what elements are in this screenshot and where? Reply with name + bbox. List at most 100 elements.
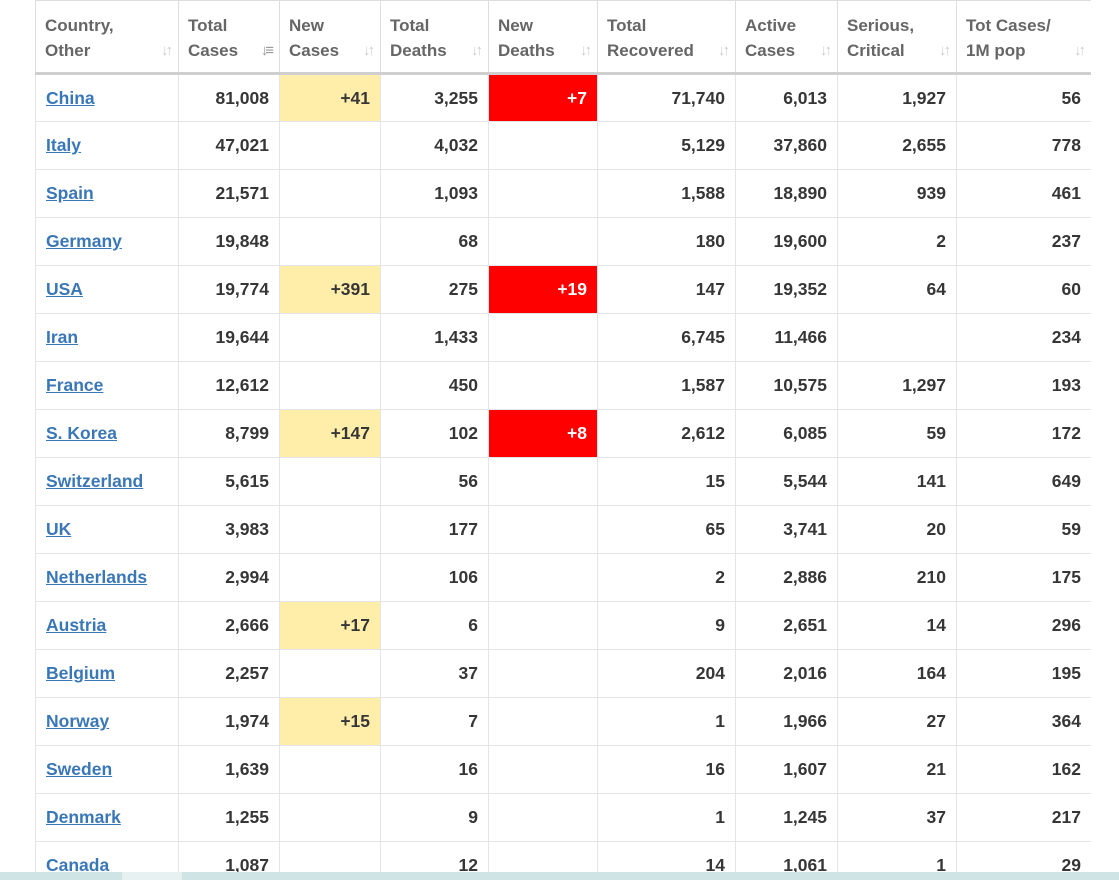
cell-new-deaths [488,361,598,410]
col-header-serious-critical[interactable]: Serious, Critical ↓↑ [837,0,957,75]
cell-serious-critical: 1,927 [837,73,957,122]
table-row: Sweden 1,639 16 16 1,607 21 162 [35,745,1091,794]
col-header-total-recovered[interactable]: Total Recovered ↓↑ [597,0,736,75]
country-link[interactable]: UK [46,519,72,539]
table-row: Canada 1,087 12 14 1,061 1 29 [35,841,1091,872]
col-header-new-deaths[interactable]: New Deaths ↓↑ [488,0,598,75]
country-link[interactable]: Germany [46,231,122,251]
cell-total-cases: 47,021 [178,121,280,170]
sort-icon[interactable]: ↓↑ [1074,42,1086,59]
country-link[interactable]: USA [46,279,83,299]
covid-table-container: Country, Other ↓↑ Total Cases ↓≡ New Cas… [35,0,1091,872]
col-header-total-cases[interactable]: Total Cases ↓≡ [178,0,280,75]
cell-total-cases: 2,994 [178,553,280,602]
cell-total-cases: 1,974 [178,697,280,746]
header-label: Critical [847,41,905,60]
sort-icon[interactable]: ↓↑ [820,42,832,59]
col-header-new-cases[interactable]: New Cases ↓↑ [279,0,381,75]
country-link[interactable]: Netherlands [46,567,148,587]
cell-new-cases: +17 [279,601,381,650]
cell-total-recovered: 15 [597,457,736,506]
country-link[interactable]: Canada [46,855,110,872]
cell-cases-per-1m: 649 [956,457,1091,506]
cell-total-deaths: 1,093 [380,169,489,218]
cell-total-cases: 1,639 [178,745,280,794]
country-link[interactable]: Spain [46,183,94,203]
cell-total-deaths: 9 [380,793,489,842]
cell-serious-critical: 59 [837,409,957,458]
table-row: Iran 19,644 1,433 6,745 11,466 234 [35,313,1091,362]
header-row: Country, Other ↓↑ Total Cases ↓≡ New Cas… [35,0,1091,75]
country-link[interactable]: Sweden [46,759,113,779]
header-label: Active [745,16,797,35]
cell-active-cases: 1,966 [735,697,838,746]
cell-serious-critical: 21 [837,745,957,794]
cell-new-cases [279,169,381,218]
cell-total-deaths: 450 [380,361,489,410]
cell-total-recovered: 1,588 [597,169,736,218]
col-header-cases-per-1m[interactable]: Tot Cases/ 1M pop ↓↑ [956,0,1091,75]
country-link[interactable]: China [46,87,95,108]
cell-new-cases [279,121,381,170]
cell-new-cases: +391 [279,265,381,314]
cell-total-cases: 1,255 [178,793,280,842]
col-header-total-deaths[interactable]: Total Deaths ↓↑ [380,0,489,75]
col-header-country[interactable]: Country, Other ↓↑ [35,0,179,75]
cell-new-cases: +15 [279,697,381,746]
header-label: Cases [289,41,340,60]
cell-new-cases [279,217,381,266]
sort-icon[interactable]: ↓↑ [363,42,375,59]
sort-icon[interactable]: ↓↑ [580,42,592,59]
cell-new-deaths [488,793,598,842]
country-link[interactable]: Belgium [46,663,116,683]
country-link[interactable]: Italy [46,135,82,155]
cell-active-cases: 6,085 [735,409,838,458]
country-link[interactable]: Austria [46,615,107,635]
cell-new-deaths: +7 [488,73,598,122]
scrollbar-thumb[interactable] [122,872,182,880]
header-label: Country, [45,16,114,35]
table-row: China 81,008 +41 3,255 +7 71,740 6,013 1,927 56 [35,73,1091,122]
country-link[interactable]: Switzerland [46,471,144,491]
cell-country: Norway [35,697,179,746]
table-row: Denmark 1,255 9 1 1,245 37 217 [35,793,1091,842]
cell-serious-critical: 1,297 [837,361,957,410]
cell-total-cases: 2,666 [178,601,280,650]
header-label: Recovered [607,41,694,60]
table-row: Switzerland 5,615 56 15 5,544 141 649 [35,457,1091,506]
cell-cases-per-1m: 59 [956,505,1091,554]
cell-active-cases: 19,600 [735,217,838,266]
sort-icon[interactable]: ↓↑ [161,42,173,59]
horizontal-scrollbar[interactable] [0,872,1119,880]
sort-icon[interactable]: ↓↑ [939,42,951,59]
header-label: Total [607,16,647,35]
country-link[interactable]: Denmark [46,807,121,827]
sort-desc-active-icon[interactable]: ↓≡ [260,42,274,59]
header-label: New [498,16,533,35]
cell-cases-per-1m: 193 [956,361,1091,410]
sort-icon[interactable]: ↓↑ [471,42,483,59]
cell-new-cases [279,313,381,362]
country-link[interactable]: Norway [46,711,110,731]
sort-icon[interactable]: ↓↑ [718,42,730,59]
country-link[interactable]: S. Korea [46,423,117,443]
cell-new-deaths [488,505,598,554]
cell-total-cases: 12,612 [178,361,280,410]
cell-country: S. Korea [35,409,179,458]
col-header-active-cases[interactable]: Active Cases ↓↑ [735,0,838,75]
cell-country: USA [35,265,179,314]
header-label: Cases [188,41,239,60]
cell-serious-critical: 164 [837,649,957,698]
country-link[interactable]: Iran [46,327,79,347]
cell-total-deaths: 12 [380,841,489,872]
header-label: Deaths [498,41,555,60]
country-link[interactable]: France [46,375,104,395]
cell-total-cases: 19,774 [178,265,280,314]
table-row: Austria 2,666 +17 6 9 2,651 14 296 [35,601,1091,650]
cell-total-deaths: 3,255 [380,73,489,122]
cell-new-deaths [488,841,598,872]
cell-new-cases [279,745,381,794]
cell-serious-critical: 20 [837,505,957,554]
cell-total-deaths: 16 [380,745,489,794]
cell-serious-critical: 64 [837,265,957,314]
